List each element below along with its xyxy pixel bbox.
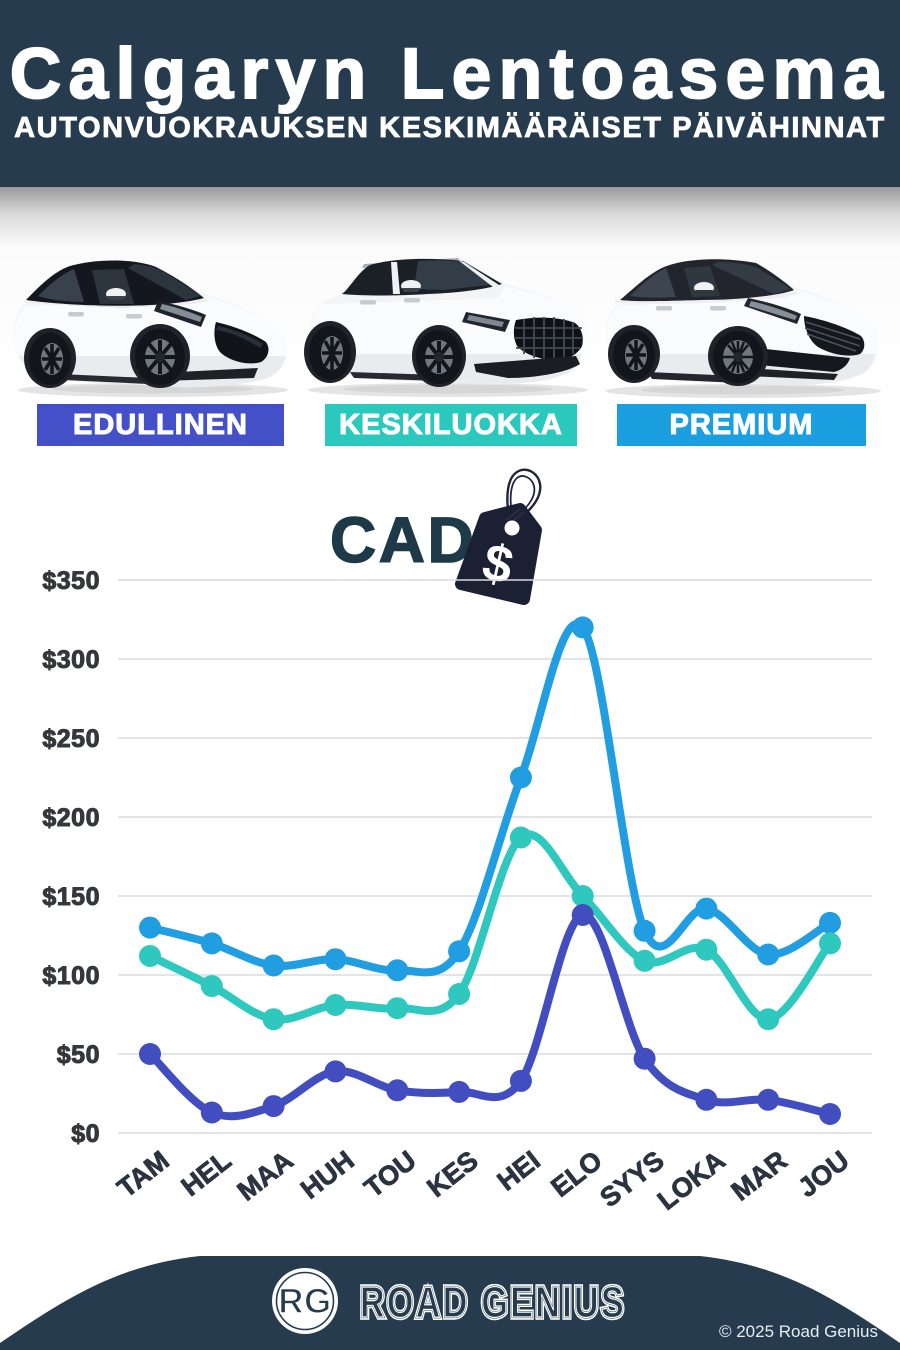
svg-text:JOU: JOU [792,1145,854,1203]
svg-text:HUH: HUH [295,1145,360,1205]
svg-text:ROAD GENIUS: ROAD GENIUS [360,1278,626,1327]
svg-text:ROAD GENIUS: ROAD GENIUS [360,1278,626,1327]
svg-text:$350: $350 [42,567,100,595]
svg-text:SYYS: SYYS [594,1145,669,1213]
svg-text:$50: $50 [57,1041,100,1069]
svg-text:$150: $150 [42,883,100,911]
svg-text:ROAD GENIUS: ROAD GENIUS [360,1278,626,1327]
svg-text:MAA: MAA [232,1145,299,1207]
svg-text:RG: RG [278,1282,332,1321]
svg-text:TOU: TOU [359,1145,422,1203]
svg-text:$0: $0 [71,1120,100,1148]
svg-text:MAR: MAR [726,1145,793,1207]
svg-text:HEI: HEI [492,1145,546,1196]
svg-text:KES: KES [421,1145,483,1203]
svg-text:$300: $300 [42,646,100,674]
svg-text:TAM: TAM [112,1145,175,1203]
svg-text:HEL: HEL [176,1145,237,1202]
svg-text:$250: $250 [42,725,100,753]
svg-text:$100: $100 [42,962,100,990]
svg-text:$200: $200 [42,804,100,832]
svg-text:LOKA: LOKA [652,1145,731,1216]
